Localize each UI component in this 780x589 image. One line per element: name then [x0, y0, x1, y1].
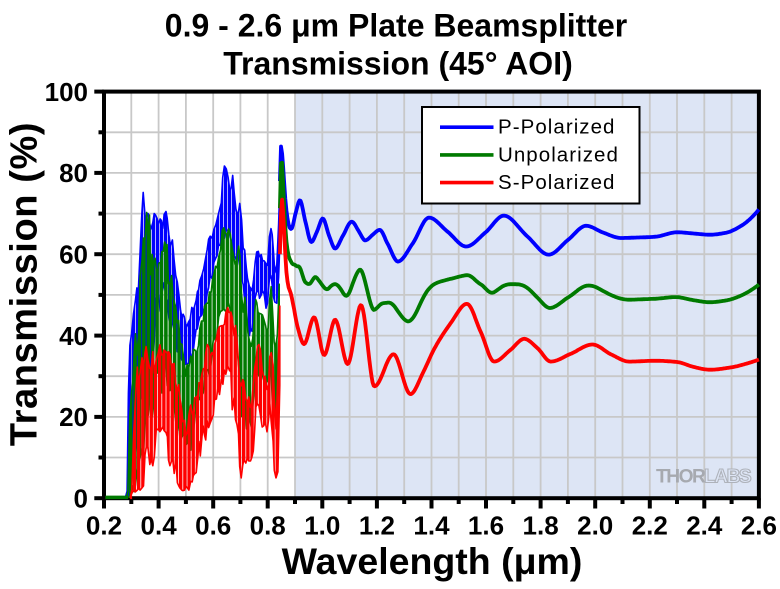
svg-text:Unpolarized: Unpolarized [498, 143, 619, 166]
svg-text:60: 60 [59, 240, 88, 270]
svg-text:Wavelength (μm): Wavelength (μm) [282, 540, 583, 582]
svg-text:1.4: 1.4 [413, 511, 450, 541]
svg-text:2.6: 2.6 [741, 511, 777, 541]
svg-text:0.2: 0.2 [86, 511, 122, 541]
svg-text:1.8: 1.8 [523, 511, 559, 541]
svg-text:S-Polarized: S-Polarized [498, 171, 616, 194]
svg-text:1.6: 1.6 [468, 511, 504, 541]
svg-text:100: 100 [45, 77, 88, 107]
svg-text:0.8: 0.8 [250, 511, 286, 541]
svg-text:80: 80 [59, 158, 88, 188]
svg-text:2.2: 2.2 [632, 511, 668, 541]
svg-text:1.2: 1.2 [359, 511, 395, 541]
svg-text:LABS: LABS [704, 467, 752, 488]
svg-text:THOR: THOR [656, 467, 706, 488]
svg-text:2.0: 2.0 [577, 511, 613, 541]
svg-text:40: 40 [59, 321, 88, 351]
svg-text:0: 0 [74, 484, 88, 514]
svg-text:P-Polarized: P-Polarized [498, 116, 616, 139]
svg-text:2.4: 2.4 [686, 511, 723, 541]
svg-text:20: 20 [59, 402, 88, 432]
svg-text:0.4: 0.4 [141, 511, 178, 541]
svg-text:1.0: 1.0 [304, 511, 340, 541]
svg-text:Transmission (45° AOI): Transmission (45° AOI) [223, 46, 572, 82]
svg-text:0.9 - 2.6 μm Plate Beamsplitte: 0.9 - 2.6 μm Plate Beamsplitter [165, 8, 627, 44]
svg-text:Transmission (%): Transmission (%) [4, 122, 46, 446]
svg-text:0.6: 0.6 [195, 511, 231, 541]
